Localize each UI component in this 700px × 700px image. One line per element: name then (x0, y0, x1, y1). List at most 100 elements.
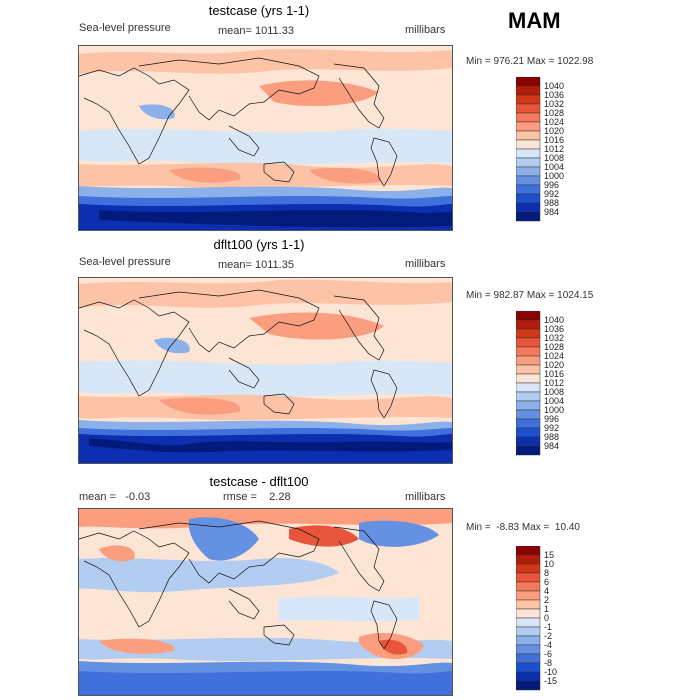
panel-3-map (78, 508, 453, 696)
colorbar-label: 1 (544, 604, 549, 614)
colorbar-label: 1000 (544, 405, 564, 415)
colorbar-label: 6 (544, 577, 549, 587)
colorbar-swatch (516, 400, 541, 411)
season-title: MAM (508, 8, 561, 33)
colorbar-swatch (516, 139, 541, 150)
colorbar-label: 1012 (544, 378, 564, 388)
colorbar-swatch (516, 436, 541, 447)
colorbar-swatch (516, 311, 541, 321)
colorbar-label: 1040 (544, 81, 564, 91)
colorbar-label: 996 (544, 180, 559, 190)
colorbar-swatch (516, 445, 541, 456)
colorbar-swatch (516, 581, 541, 592)
colorbar-label: 15 (544, 550, 554, 560)
colorbar-label: 1020 (544, 360, 564, 370)
colorbar-label: 1028 (544, 342, 564, 352)
colorbar-label: 8 (544, 568, 549, 578)
colorbar-label: 1016 (544, 135, 564, 145)
colorbar-swatch (516, 184, 541, 195)
colorbar-label: 1000 (544, 171, 564, 181)
panel-3-map-svg (79, 509, 452, 695)
colorbar-swatch (516, 391, 541, 402)
colorbar-label: -2 (544, 631, 552, 641)
panel-3-minmax: Min = -8.83 Max = 10.40 (466, 522, 580, 533)
colorbar-swatch (516, 166, 541, 177)
colorbar-swatch (516, 635, 541, 646)
colorbar-swatch (516, 653, 541, 664)
panel-2-variable-label: Sea-level pressure (79, 256, 171, 268)
colorbar-label: -8 (544, 658, 552, 668)
panel-1-minmax: Min = 976.21 Max = 1022.98 (466, 56, 594, 67)
panel-2-mean-label: mean= 1011.35 (218, 259, 294, 271)
panel-1-colorbar: 1040103610321028102410201016101210081004… (516, 77, 564, 222)
colorbar-label: 1016 (544, 369, 564, 379)
colorbar-swatch (516, 355, 541, 366)
colorbar-swatch (516, 202, 541, 213)
panel-1-map-svg (79, 46, 452, 230)
panel-2-map-svg (79, 278, 452, 463)
colorbar-label: 1036 (544, 324, 564, 334)
colorbar-swatch (516, 319, 541, 330)
colorbar-label: -6 (544, 649, 552, 659)
colorbar-swatch (516, 662, 541, 673)
panel-1-variable-label: Sea-level pressure (79, 22, 171, 34)
colorbar-swatch (516, 373, 541, 384)
colorbar-label: 1032 (544, 99, 564, 109)
colorbar-label: 992 (544, 423, 559, 433)
colorbar-swatch (516, 337, 541, 348)
colorbar-label: 1024 (544, 117, 564, 127)
colorbar-label: 0 (544, 613, 549, 623)
colorbar-swatch (516, 626, 541, 637)
colorbar-swatch (516, 409, 541, 420)
colorbar-swatch (516, 193, 541, 204)
colorbar-swatch (516, 427, 541, 438)
panel-3-units-label: millibars (405, 491, 446, 503)
colorbar-label: 1012 (544, 144, 564, 154)
colorbar-label: -15 (544, 676, 557, 686)
colorbar-swatch (516, 418, 541, 429)
colorbar-swatch (516, 130, 541, 141)
colorbar-label: -10 (544, 667, 557, 677)
colorbar-swatch (516, 546, 541, 556)
colorbar-swatch (516, 617, 541, 628)
colorbar-swatch (516, 346, 541, 357)
colorbar-label: 996 (544, 414, 559, 424)
colorbar-swatch (516, 364, 541, 375)
panel-1-map (78, 45, 453, 231)
colorbar-swatch (516, 382, 541, 393)
panel-2-units-label: millibars (405, 258, 446, 270)
colorbar-label: 1024 (544, 351, 564, 361)
colorbar-label: 10 (544, 559, 554, 569)
panel-2-minmax: Min = 982.87 Max = 1024.15 (466, 290, 594, 301)
colorbar-swatch (516, 94, 541, 105)
colorbar-swatch (516, 148, 541, 159)
colorbar-label: -1 (544, 622, 552, 632)
colorbar-label: 984 (544, 207, 559, 217)
colorbar-swatch (516, 121, 541, 132)
panel-2-colorbar: 1040103610321028102410201016101210081004… (516, 311, 564, 456)
colorbar-label: 1008 (544, 153, 564, 163)
colorbar-swatch (516, 599, 541, 610)
colorbar-swatch (516, 175, 541, 186)
colorbar-swatch (516, 680, 541, 691)
colorbar-swatch (516, 85, 541, 96)
colorbar-swatch (516, 572, 541, 583)
colorbar-swatch (516, 671, 541, 682)
panel-1-title: testcase (yrs 1-1) (208, 3, 310, 18)
colorbar-label: 988 (544, 432, 559, 442)
colorbar-swatch (516, 211, 541, 222)
colorbar-label: 988 (544, 198, 559, 208)
colorbar-swatch (516, 590, 541, 601)
panel-3-rmse-label: rmse = 2.28 (223, 491, 291, 503)
colorbar-label: -4 (544, 640, 552, 650)
colorbar-label: 1008 (544, 387, 564, 397)
colorbar-label: 1004 (544, 162, 564, 172)
panel-1-mean-label: mean= 1011.33 (218, 25, 294, 37)
colorbar-swatch (516, 328, 541, 339)
colorbar-label: 1020 (544, 126, 564, 136)
colorbar-swatch (516, 103, 541, 114)
panel-2-map (78, 277, 453, 464)
colorbar-label: 1028 (544, 108, 564, 118)
colorbar-label: 1004 (544, 396, 564, 406)
colorbar-label: 2 (544, 595, 549, 605)
